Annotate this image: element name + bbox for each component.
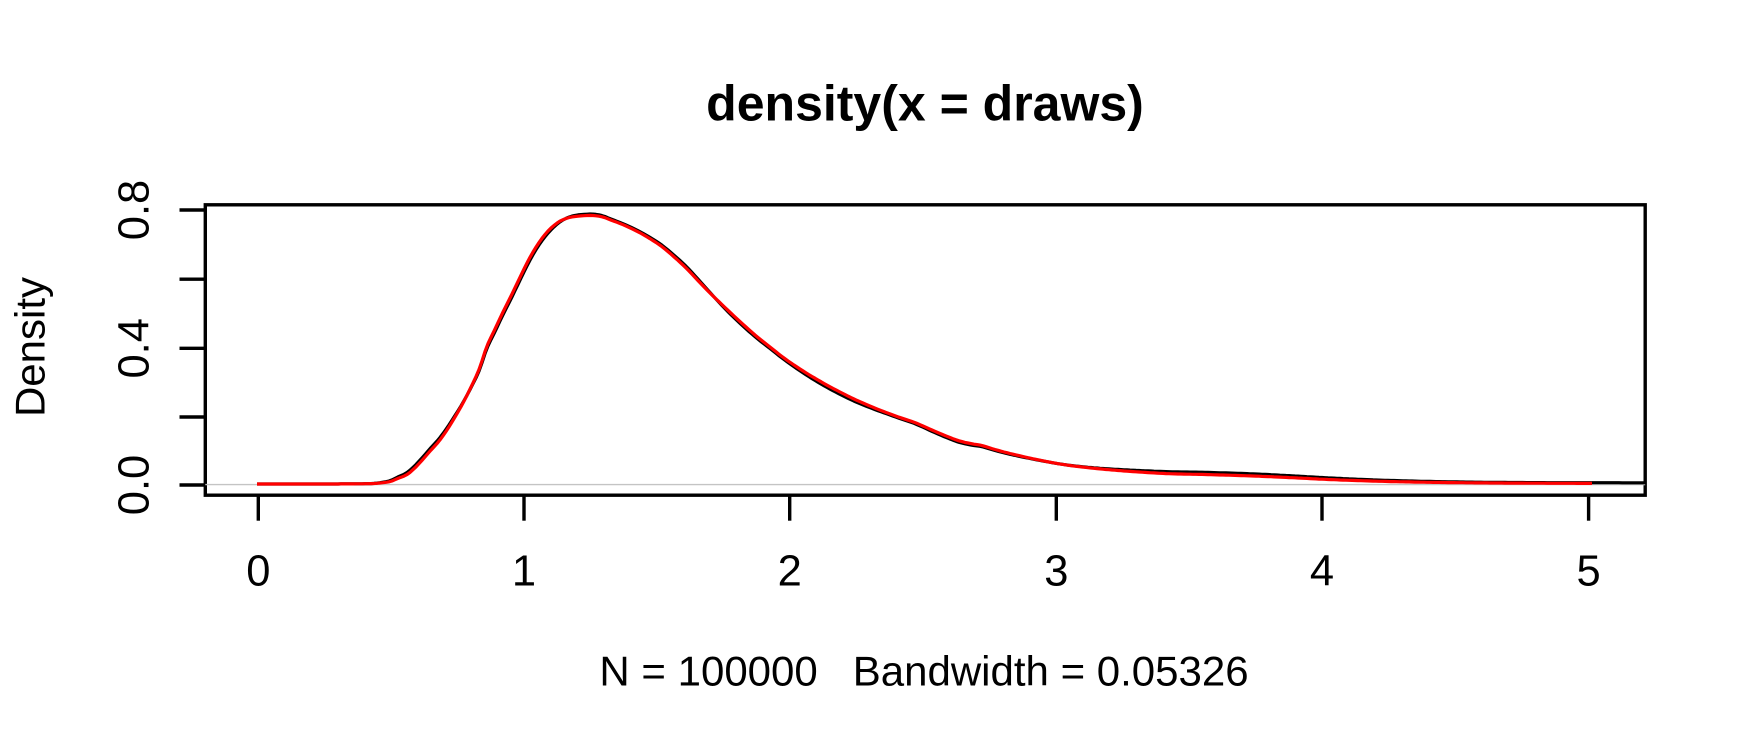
svg-text:2: 2 xyxy=(778,547,802,595)
svg-text:0: 0 xyxy=(246,547,270,595)
svg-text:N = 100000 Bandwidth = 0.053: N = 100000 Bandwidth = 0.05326 xyxy=(599,648,1248,695)
svg-text:3: 3 xyxy=(1044,547,1068,595)
svg-text:Density: Density xyxy=(7,277,54,417)
svg-text:density(x = draws): density(x = draws) xyxy=(706,76,1144,132)
svg-text:0.0: 0.0 xyxy=(111,455,159,515)
svg-text:0.8: 0.8 xyxy=(111,180,159,240)
svg-text:1: 1 xyxy=(512,547,536,595)
svg-text:4: 4 xyxy=(1310,547,1334,595)
svg-text:5: 5 xyxy=(1576,547,1600,595)
svg-text:0.4: 0.4 xyxy=(111,318,159,378)
